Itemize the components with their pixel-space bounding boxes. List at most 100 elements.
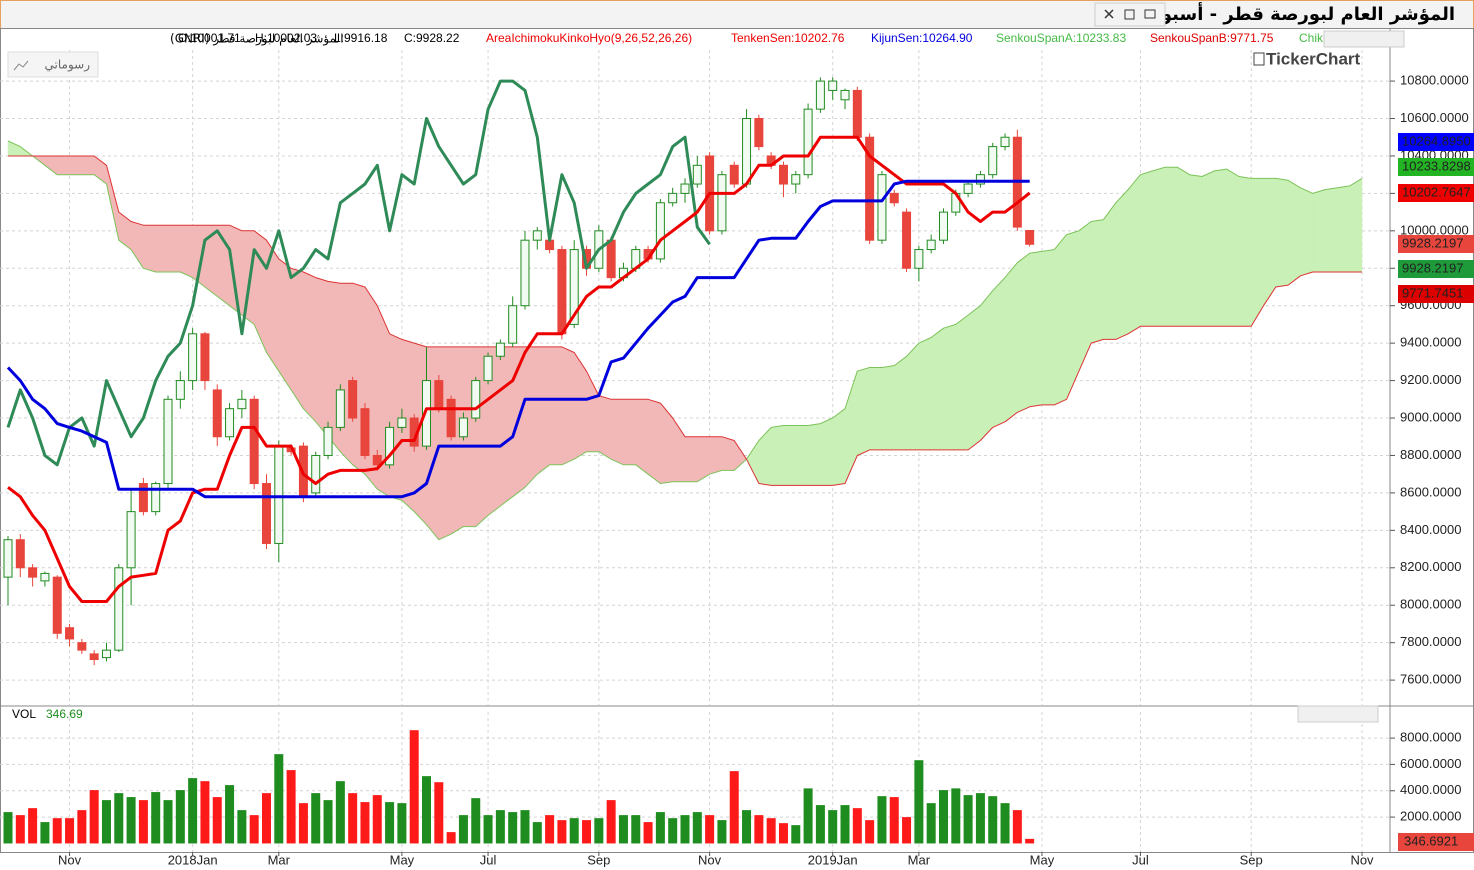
ohlc-high: H:10002.03	[255, 31, 317, 45]
cloud-segment	[709, 436, 723, 475]
cloud-segment	[1066, 230, 1080, 400]
span-b-line	[8, 155, 1362, 486]
kijun-label: KijunSen:10264.90	[871, 31, 973, 45]
volume-value: 346.69	[46, 707, 83, 721]
cloud-segment	[7, 140, 21, 157]
minimize-icon[interactable]	[1144, 9, 1156, 19]
window-controls[interactable]	[1094, 2, 1166, 27]
volume-bar	[126, 797, 136, 844]
cloud-segment	[647, 398, 661, 485]
volume-bar	[200, 781, 210, 844]
price-tag	[1398, 184, 1474, 202]
candle-body	[877, 174, 887, 241]
y-tick-label: 9200.0000	[1400, 372, 1461, 387]
volume-bar	[865, 820, 875, 844]
volume-bar	[175, 790, 185, 844]
volume-bar	[237, 810, 247, 844]
cloud-segment	[943, 324, 957, 451]
volume-tag-label: 346.6921	[1404, 833, 1458, 848]
tenkan-line	[7, 135, 1031, 603]
candle-body	[963, 183, 973, 194]
volume-bar	[77, 810, 87, 844]
cloud-segment	[598, 395, 612, 460]
volume-bar	[261, 793, 271, 844]
close-icon[interactable]	[1104, 9, 1114, 19]
candle-body	[668, 192, 678, 204]
x-tick-label: May	[1030, 852, 1055, 867]
candle-body	[212, 389, 222, 438]
cloud-segment	[1017, 252, 1030, 413]
volume-bar	[963, 795, 973, 844]
candle-body	[237, 398, 247, 410]
candle-body	[926, 239, 936, 251]
cloud-segment	[992, 276, 1006, 428]
overlay: المؤشر العام لبورصة قطر (GNRI) O:10001.7…	[7, 30, 1405, 723]
panel-controls[interactable]	[1323, 30, 1405, 48]
price-tag-label: 9928.2197	[1402, 260, 1463, 275]
volume-bar	[249, 815, 259, 844]
candle-body	[52, 576, 62, 634]
candle-body	[323, 426, 333, 456]
x-tick-label: Mar	[268, 852, 291, 867]
restore-icon[interactable]	[1124, 9, 1135, 20]
cloud-segment	[1349, 177, 1363, 273]
volume-bar	[975, 793, 985, 844]
cloud-segment	[1177, 166, 1190, 327]
volume-bar	[889, 797, 899, 844]
y-tick-label: 8200.0000	[1400, 559, 1461, 574]
span-a-label: SenkouSpanA:10233.83	[996, 31, 1126, 45]
volume-panel-controls[interactable]	[1297, 705, 1379, 723]
cloud-segment	[1337, 185, 1350, 273]
symbol: المؤشر العام لبورصة قطر (GNRI)	[170, 32, 344, 47]
volume-tag	[1398, 833, 1474, 851]
volume-bar	[914, 760, 924, 844]
kijun-line	[6, 179, 1030, 499]
volume-bar	[28, 808, 38, 844]
cloud-segment	[1115, 189, 1129, 340]
cloud-segment	[143, 224, 156, 273]
volume-bar	[705, 815, 715, 844]
candle-body	[742, 118, 752, 185]
cloud-segment	[869, 367, 883, 451]
candle-body	[1000, 136, 1010, 148]
price-tag-label: 10202.7647	[1402, 184, 1471, 199]
cloud-segment	[1201, 170, 1215, 327]
drawings-button[interactable]	[7, 51, 99, 78]
cloud-segment	[1300, 187, 1314, 277]
volume-bar	[902, 817, 912, 844]
volume-bar	[1025, 838, 1035, 844]
ohlc-open: O:10001.71	[178, 31, 241, 45]
volume-bar	[729, 771, 739, 844]
volume-bar	[988, 796, 998, 844]
candle-body	[778, 164, 788, 185]
cloud-segment	[844, 371, 858, 484]
candle-body	[791, 174, 801, 185]
cloud-segment	[118, 211, 132, 251]
cloud-segment	[180, 224, 193, 279]
volume-bar	[311, 793, 321, 844]
candle-body	[729, 164, 739, 185]
y-tick-label: 10600.0000	[1400, 110, 1469, 125]
volume-bar	[409, 730, 419, 844]
chikou-line	[6, 79, 711, 467]
volume-bar	[40, 822, 50, 844]
cloud-segment	[155, 224, 169, 273]
volume-bar	[323, 800, 333, 844]
candle-body	[348, 380, 358, 419]
volume-bar	[471, 798, 481, 844]
volume-bar	[434, 782, 444, 844]
volume-bar	[828, 810, 838, 844]
candle-body	[889, 192, 899, 204]
y-tick-label: 4000.0000	[1400, 782, 1461, 797]
volume-label: VOL	[12, 707, 36, 721]
cloud-segment	[721, 436, 735, 471]
span-b-label: SenkouSpanB:9771.75	[1150, 31, 1274, 45]
cloud-segment	[820, 417, 833, 486]
y-tick-label: 9400.0000	[1400, 335, 1461, 350]
cloud-segment	[770, 425, 784, 486]
volume-bar	[348, 793, 358, 844]
candle-body	[261, 483, 271, 544]
span-a-line	[7, 140, 1363, 541]
candle-body	[495, 342, 505, 357]
volume-bar	[766, 818, 776, 844]
